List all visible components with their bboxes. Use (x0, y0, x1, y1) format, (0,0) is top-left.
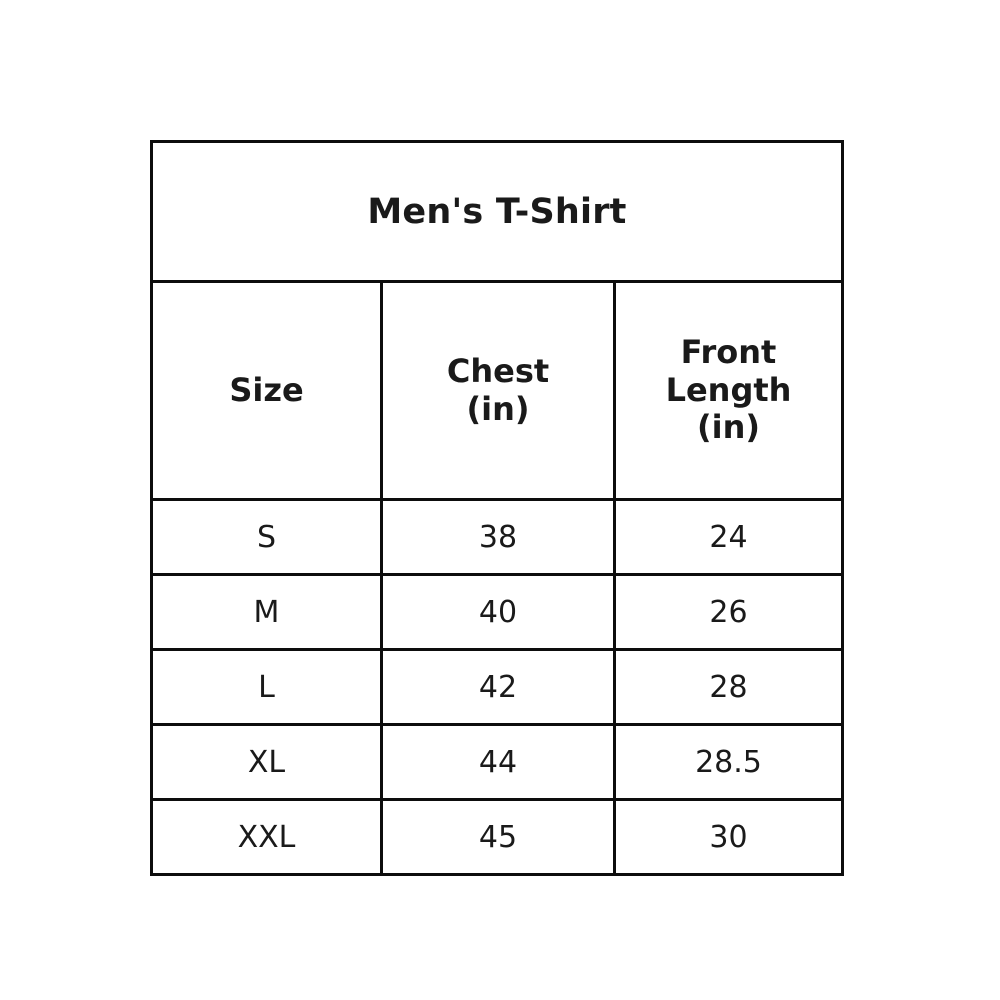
table-row: M 40 26 (150, 573, 844, 651)
table-row: L 42 28 (150, 648, 844, 726)
column-header-chest-line-2: (in) (466, 389, 530, 428)
cell-front-length: 24 (613, 498, 844, 576)
table-row: S 38 24 (150, 498, 844, 576)
column-header-front-length-line-1: Front (680, 333, 777, 372)
table-row: XXL 45 30 (150, 798, 844, 876)
cell-chest: 40 (380, 573, 616, 651)
column-header-front-length-line-3: (in) (697, 408, 760, 447)
column-header-front-length: Front Length (in) (613, 280, 844, 501)
column-header-size-line-1: Size (229, 370, 304, 409)
cell-chest: 45 (380, 798, 616, 876)
column-header-chest-line-1: Chest (446, 352, 550, 391)
cell-size: XXL (150, 798, 383, 876)
cell-chest: 38 (380, 498, 616, 576)
cell-size: S (150, 498, 383, 576)
cell-front-length: 30 (613, 798, 844, 876)
table-title-row: Men's T-Shirt (150, 140, 844, 283)
column-header-front-length-line-2: Length (665, 370, 792, 409)
cell-front-length: 26 (613, 573, 844, 651)
cell-front-length: 28.5 (613, 723, 844, 801)
cell-front-length: 28 (613, 648, 844, 726)
size-chart-table: Men's T-Shirt Size Chest (in) Front Leng… (150, 140, 844, 876)
table-header-row: Size Chest (in) Front Length (in) (150, 280, 844, 501)
cell-chest: 42 (380, 648, 616, 726)
column-header-chest: Chest (in) (380, 280, 616, 501)
cell-size: XL (150, 723, 383, 801)
page-title: Men's T-Shirt (150, 140, 844, 283)
cell-chest: 44 (380, 723, 616, 801)
size-chart-container: Men's T-Shirt Size Chest (in) Front Leng… (150, 140, 844, 876)
cell-size: M (150, 573, 383, 651)
cell-size: L (150, 648, 383, 726)
table-row: XL 44 28.5 (150, 723, 844, 801)
column-header-size: Size (150, 280, 383, 501)
